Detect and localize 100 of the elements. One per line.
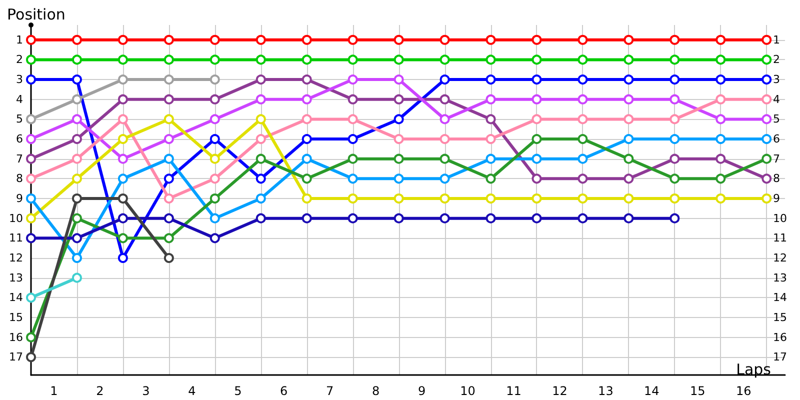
y-tick-label: 6: [16, 132, 23, 146]
point: [256, 114, 266, 124]
point: [762, 194, 772, 204]
point: [670, 34, 680, 45]
point: [716, 114, 726, 124]
point: [302, 54, 312, 65]
y-tick-label: 8: [16, 172, 23, 186]
point: [578, 194, 588, 204]
y2-tick-label: 14: [773, 291, 787, 304]
y-tick-label: 10: [9, 212, 23, 225]
y-tick-label: 15: [9, 310, 23, 324]
point: [440, 213, 450, 224]
y-tick-label: 7: [16, 152, 23, 166]
point: [670, 174, 680, 184]
point: [670, 213, 680, 224]
point: [348, 154, 358, 164]
x-axis-title: Laps: [736, 360, 772, 378]
y2-tick-label: 6: [773, 132, 780, 146]
point: [256, 34, 266, 45]
point: [26, 154, 36, 164]
point: [624, 54, 634, 65]
point: [486, 54, 496, 65]
point: [578, 34, 588, 45]
y-tick-label: 3: [16, 73, 23, 86]
point: [670, 74, 680, 85]
point: [302, 194, 312, 204]
point: [26, 194, 36, 204]
point: [762, 154, 772, 164]
y-tick-label: 16: [9, 330, 23, 344]
point: [394, 174, 404, 184]
point: [72, 174, 82, 184]
point: [716, 174, 726, 184]
point: [532, 154, 542, 164]
point: [210, 154, 220, 164]
point: [164, 54, 174, 65]
y2-tick-label: 2: [773, 53, 780, 66]
y-tick-label: 4: [16, 92, 23, 106]
y-tick-label: 5: [16, 112, 23, 126]
y2-tick-label: 15: [773, 310, 787, 324]
y2-tick-label: 16: [773, 330, 787, 344]
point: [578, 54, 588, 65]
point: [578, 174, 588, 184]
point: [532, 74, 542, 85]
point: [762, 74, 772, 85]
point: [210, 34, 220, 45]
point: [578, 94, 588, 104]
point: [26, 54, 36, 65]
point: [164, 74, 174, 85]
point: [72, 34, 82, 45]
point: [532, 114, 542, 124]
point: [210, 233, 220, 244]
point: [164, 154, 174, 164]
point: [302, 114, 312, 124]
point: [670, 154, 680, 164]
y-tick-label: 2: [16, 53, 23, 66]
point: [670, 94, 680, 104]
point: [164, 194, 174, 204]
x-tick-label: 16: [736, 384, 752, 398]
y2-tick-label: 12: [773, 252, 787, 265]
point: [210, 134, 220, 144]
point: [72, 154, 82, 164]
point: [72, 233, 82, 244]
point: [716, 74, 726, 85]
point: [394, 94, 404, 104]
point: [256, 134, 266, 144]
point: [440, 94, 450, 104]
point: [72, 253, 82, 263]
point: [72, 74, 82, 85]
y2-tick-label: 4: [773, 92, 780, 106]
point: [670, 54, 680, 65]
point: [624, 174, 634, 184]
y2-tick-label: 7: [773, 152, 780, 166]
point: [348, 94, 358, 104]
point: [118, 34, 128, 45]
point: [164, 213, 174, 224]
y2-tick-label: 13: [773, 271, 787, 284]
point: [302, 34, 312, 45]
point: [210, 194, 220, 204]
point: [72, 114, 82, 124]
y-axis-title: Position: [7, 6, 66, 24]
point: [302, 154, 312, 164]
point: [532, 54, 542, 65]
point: [118, 253, 128, 263]
x-tick-label: 10: [460, 384, 476, 398]
point: [118, 94, 128, 104]
point: [72, 272, 82, 283]
point: [624, 213, 634, 224]
point: [716, 34, 726, 45]
point: [348, 213, 358, 224]
point: [26, 74, 36, 85]
point: [486, 174, 496, 184]
y2-tick-label: 17: [773, 350, 787, 364]
point: [486, 194, 496, 204]
point: [26, 352, 36, 362]
point: [762, 94, 772, 104]
point: [118, 54, 128, 65]
point: [440, 154, 450, 164]
y2-tick-label: 10: [773, 212, 787, 225]
point: [440, 114, 450, 124]
point: [716, 94, 726, 104]
